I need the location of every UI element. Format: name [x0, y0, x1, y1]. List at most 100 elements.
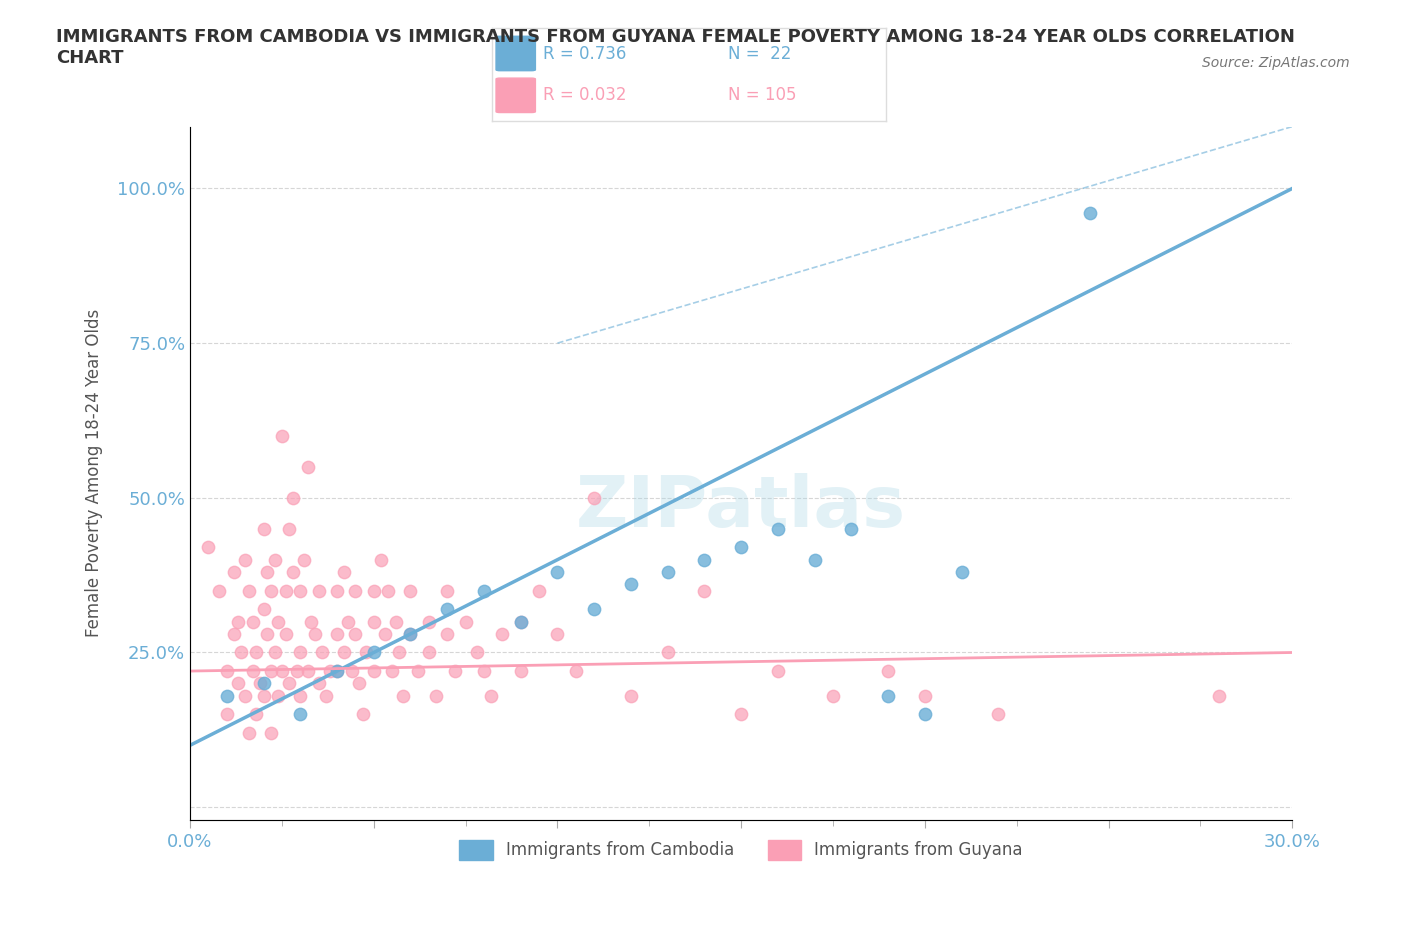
Point: [465, 645, 488, 660]
Point: [267, 614, 290, 629]
Point: [1208, 688, 1230, 703]
Point: [406, 664, 429, 679]
Legend: Immigrants from Cambodia, Immigrants from Guyana: Immigrants from Cambodia, Immigrants fro…: [453, 833, 1029, 867]
Point: [1078, 206, 1101, 220]
Y-axis label: Female Poverty Among 18-24 Year Olds: Female Poverty Among 18-24 Year Olds: [86, 309, 103, 637]
Point: [290, 645, 312, 660]
Point: [260, 664, 283, 679]
Text: R = 0.032: R = 0.032: [543, 86, 627, 104]
Point: [436, 627, 458, 642]
Point: [281, 490, 304, 505]
Point: [565, 664, 588, 679]
Point: [252, 676, 274, 691]
Point: [267, 688, 290, 703]
Point: [374, 627, 396, 642]
Point: [249, 676, 271, 691]
Point: [392, 688, 415, 703]
FancyBboxPatch shape: [496, 36, 536, 71]
Point: [491, 627, 513, 642]
Point: [583, 602, 606, 617]
Point: [270, 664, 292, 679]
Point: [620, 577, 643, 591]
Point: [260, 725, 283, 740]
Point: [766, 664, 789, 679]
Point: [299, 614, 322, 629]
Point: [347, 676, 370, 691]
Point: [583, 490, 606, 505]
Point: [233, 688, 256, 703]
Point: [479, 688, 502, 703]
Point: [274, 583, 297, 598]
Point: [877, 688, 900, 703]
Point: [657, 565, 679, 579]
Point: [215, 707, 238, 722]
Text: N =  22: N = 22: [728, 45, 792, 63]
Point: [297, 664, 319, 679]
Point: [436, 583, 458, 598]
Point: [274, 627, 297, 642]
Point: [333, 645, 356, 660]
Point: [224, 565, 246, 579]
Point: [620, 688, 643, 703]
Point: [730, 707, 752, 722]
Point: [693, 552, 716, 567]
Point: [238, 583, 260, 598]
Point: [766, 522, 789, 537]
Point: [290, 688, 312, 703]
Point: [472, 583, 495, 598]
Point: [263, 552, 285, 567]
Point: [256, 565, 278, 579]
Point: [454, 614, 477, 629]
Point: [370, 552, 392, 567]
Point: [377, 583, 399, 598]
Point: [363, 583, 385, 598]
Point: [363, 664, 385, 679]
Point: [304, 627, 326, 642]
Point: [337, 614, 360, 629]
Point: [245, 707, 267, 722]
Point: [821, 688, 844, 703]
Point: [326, 664, 349, 679]
Point: [278, 676, 301, 691]
Point: [224, 627, 246, 642]
Point: [472, 664, 495, 679]
Point: [308, 676, 330, 691]
Point: [238, 725, 260, 740]
Point: [950, 565, 973, 579]
Point: [425, 688, 447, 703]
Point: [260, 583, 283, 598]
Point: [208, 583, 231, 598]
Point: [381, 664, 404, 679]
Point: [388, 645, 411, 660]
Point: [803, 552, 825, 567]
Text: ZIPatlas: ZIPatlas: [576, 473, 907, 542]
Point: [197, 540, 219, 555]
Point: [252, 522, 274, 537]
Point: [344, 627, 367, 642]
Point: [290, 583, 312, 598]
Point: [242, 614, 264, 629]
Point: [914, 707, 936, 722]
Point: [344, 583, 367, 598]
Point: [399, 627, 422, 642]
Point: [546, 565, 568, 579]
Point: [270, 429, 292, 444]
Point: [318, 664, 340, 679]
Point: [877, 664, 900, 679]
Point: [333, 565, 356, 579]
Point: [509, 614, 531, 629]
Text: IMMIGRANTS FROM CAMBODIA VS IMMIGRANTS FROM GUYANA FEMALE POVERTY AMONG 18-24 YE: IMMIGRANTS FROM CAMBODIA VS IMMIGRANTS F…: [56, 28, 1295, 67]
Text: Source: ZipAtlas.com: Source: ZipAtlas.com: [1202, 56, 1350, 70]
Point: [252, 602, 274, 617]
Point: [399, 583, 422, 598]
Point: [693, 583, 716, 598]
Point: [418, 645, 440, 660]
Point: [245, 645, 267, 660]
Text: R = 0.736: R = 0.736: [543, 45, 627, 63]
Point: [914, 688, 936, 703]
Point: [363, 645, 385, 660]
Point: [242, 664, 264, 679]
Point: [256, 627, 278, 642]
Point: [233, 552, 256, 567]
Point: [326, 664, 349, 679]
